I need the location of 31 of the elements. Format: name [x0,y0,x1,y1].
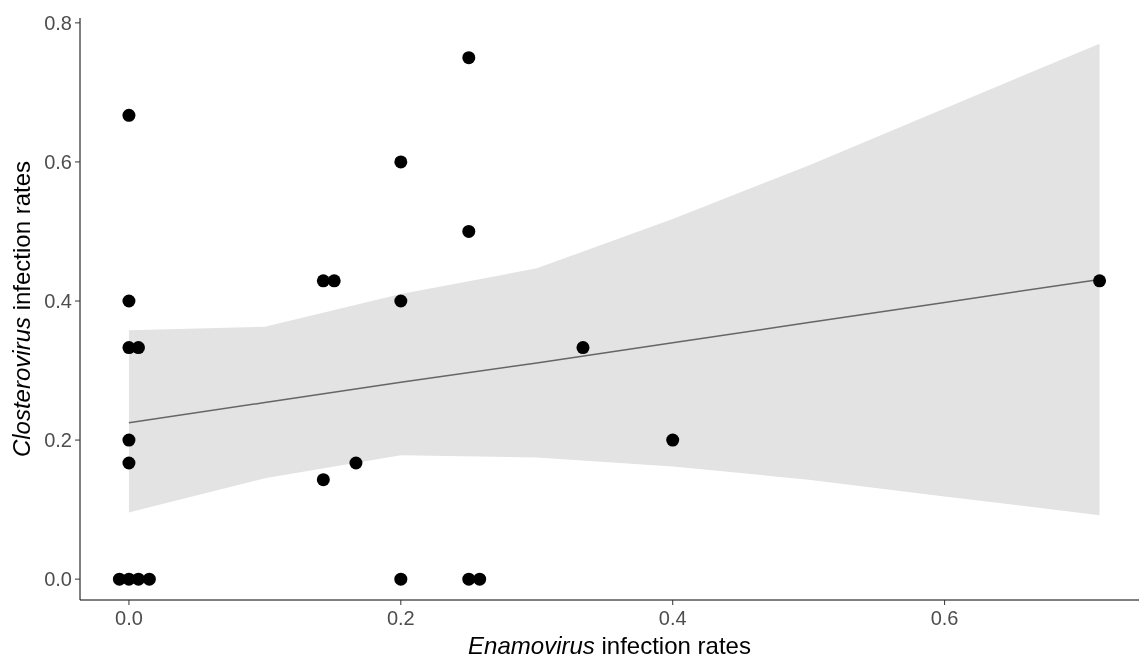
point [316,274,330,288]
point [122,456,136,470]
x-tick-label: 0.4 [658,607,687,629]
point [131,572,145,586]
point [316,473,330,487]
point [327,274,341,288]
point [122,294,136,308]
y-tick-label: 0.2 [44,429,72,452]
y-tick-label: 0.4 [44,290,72,312]
point [666,433,680,447]
point [462,224,476,238]
point [142,572,156,586]
x-tick-label: 0.6 [930,607,959,629]
point [131,341,145,355]
x-tick-label: 0.2 [386,607,415,629]
point [473,572,487,586]
x-tick-label: 0.0 [115,607,143,629]
point [394,294,408,308]
point [576,341,590,355]
y-tick-label: 0.6 [44,150,72,173]
point [122,108,136,122]
point [1093,274,1107,288]
x-axis-title: Enamovirus infection rates [468,632,751,659]
y-tick-label: 0.0 [44,568,72,591]
y-tick-label: 0.8 [44,11,72,34]
point [394,155,408,169]
point [122,433,136,447]
point [394,572,408,586]
y-axis-title: Closterovirus infection rates [8,160,35,458]
point [349,456,363,470]
point [462,51,476,65]
